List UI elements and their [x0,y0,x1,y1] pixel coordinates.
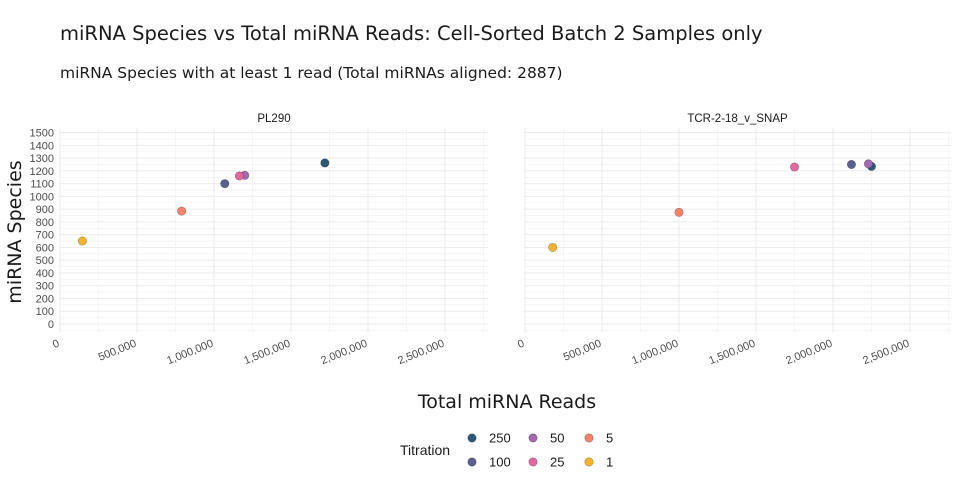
legend-swatch [467,433,477,443]
x-tick-label: 2,000,000 [784,338,834,367]
data-point [220,179,230,189]
data-point [863,159,873,169]
x-tick-label: 500,000 [97,338,138,364]
data-point [548,242,558,252]
x-tick-label: 0 [51,338,61,351]
legend-label: 5 [606,431,613,446]
x-tick-label: 2,000,000 [319,338,369,367]
x-tick-label: 2,500,000 [396,338,446,367]
y-tick-label: 500 [36,255,54,267]
data-point [789,162,799,172]
x-tick-label: 1,500,000 [242,338,292,367]
chart-title: miRNA Species vs Total miRNA Reads: Cell… [60,22,763,45]
legend-title: Titration [400,442,450,458]
y-tick-label: 1100 [30,179,54,191]
legend-label: 100 [489,455,511,470]
facet-label: TCR-2-18_v_SNAP [687,113,788,125]
x-tick-label: 0 [516,338,526,351]
legend-label: 250 [489,431,511,446]
legend-swatch [467,457,477,467]
y-tick-label: 200 [36,293,54,305]
y-tick-label: 900 [36,204,54,216]
data-point [674,207,684,217]
facet-label: PL290 [257,113,290,125]
x-axis-title: Total miRNA Reads [417,391,596,413]
data-point [234,171,244,181]
y-tick-label: 800 [36,217,54,229]
x-tick-label: 500,000 [562,338,603,364]
x-tick-label: 1,500,000 [707,338,757,367]
y-tick-label: 300 [36,281,54,293]
x-tick-label: 2,500,000 [861,338,911,367]
chart-subtitle: miRNA Species with at least 1 read (Tota… [60,64,563,82]
legend-label: 1 [606,455,613,470]
data-point [77,236,87,246]
y-tick-label: 1300 [30,153,54,165]
y-tick-label: 700 [36,230,54,242]
y-tick-label: 1000 [30,191,54,203]
y-tick-label: 1200 [30,166,54,178]
y-axis-title: miRNA Species [4,160,26,303]
legend-swatch [528,433,538,443]
y-tick-label: 400 [36,268,54,280]
y-tick-label: 100 [36,306,54,318]
legend-label: 50 [550,431,564,446]
legend-swatch [528,457,538,467]
legend-swatch [584,457,594,467]
y-tick-label: 600 [36,242,54,254]
legend-label: 25 [550,455,564,470]
x-tick-label: 1,000,000 [630,338,680,367]
y-tick-label: 0 [48,319,54,331]
y-tick-label: 1400 [30,140,54,152]
data-point [177,206,187,216]
data-point [846,160,856,170]
data-point [320,158,330,168]
y-tick-label: 1500 [30,128,54,140]
legend-swatch [584,433,594,443]
x-tick-label: 1,000,000 [165,338,215,367]
